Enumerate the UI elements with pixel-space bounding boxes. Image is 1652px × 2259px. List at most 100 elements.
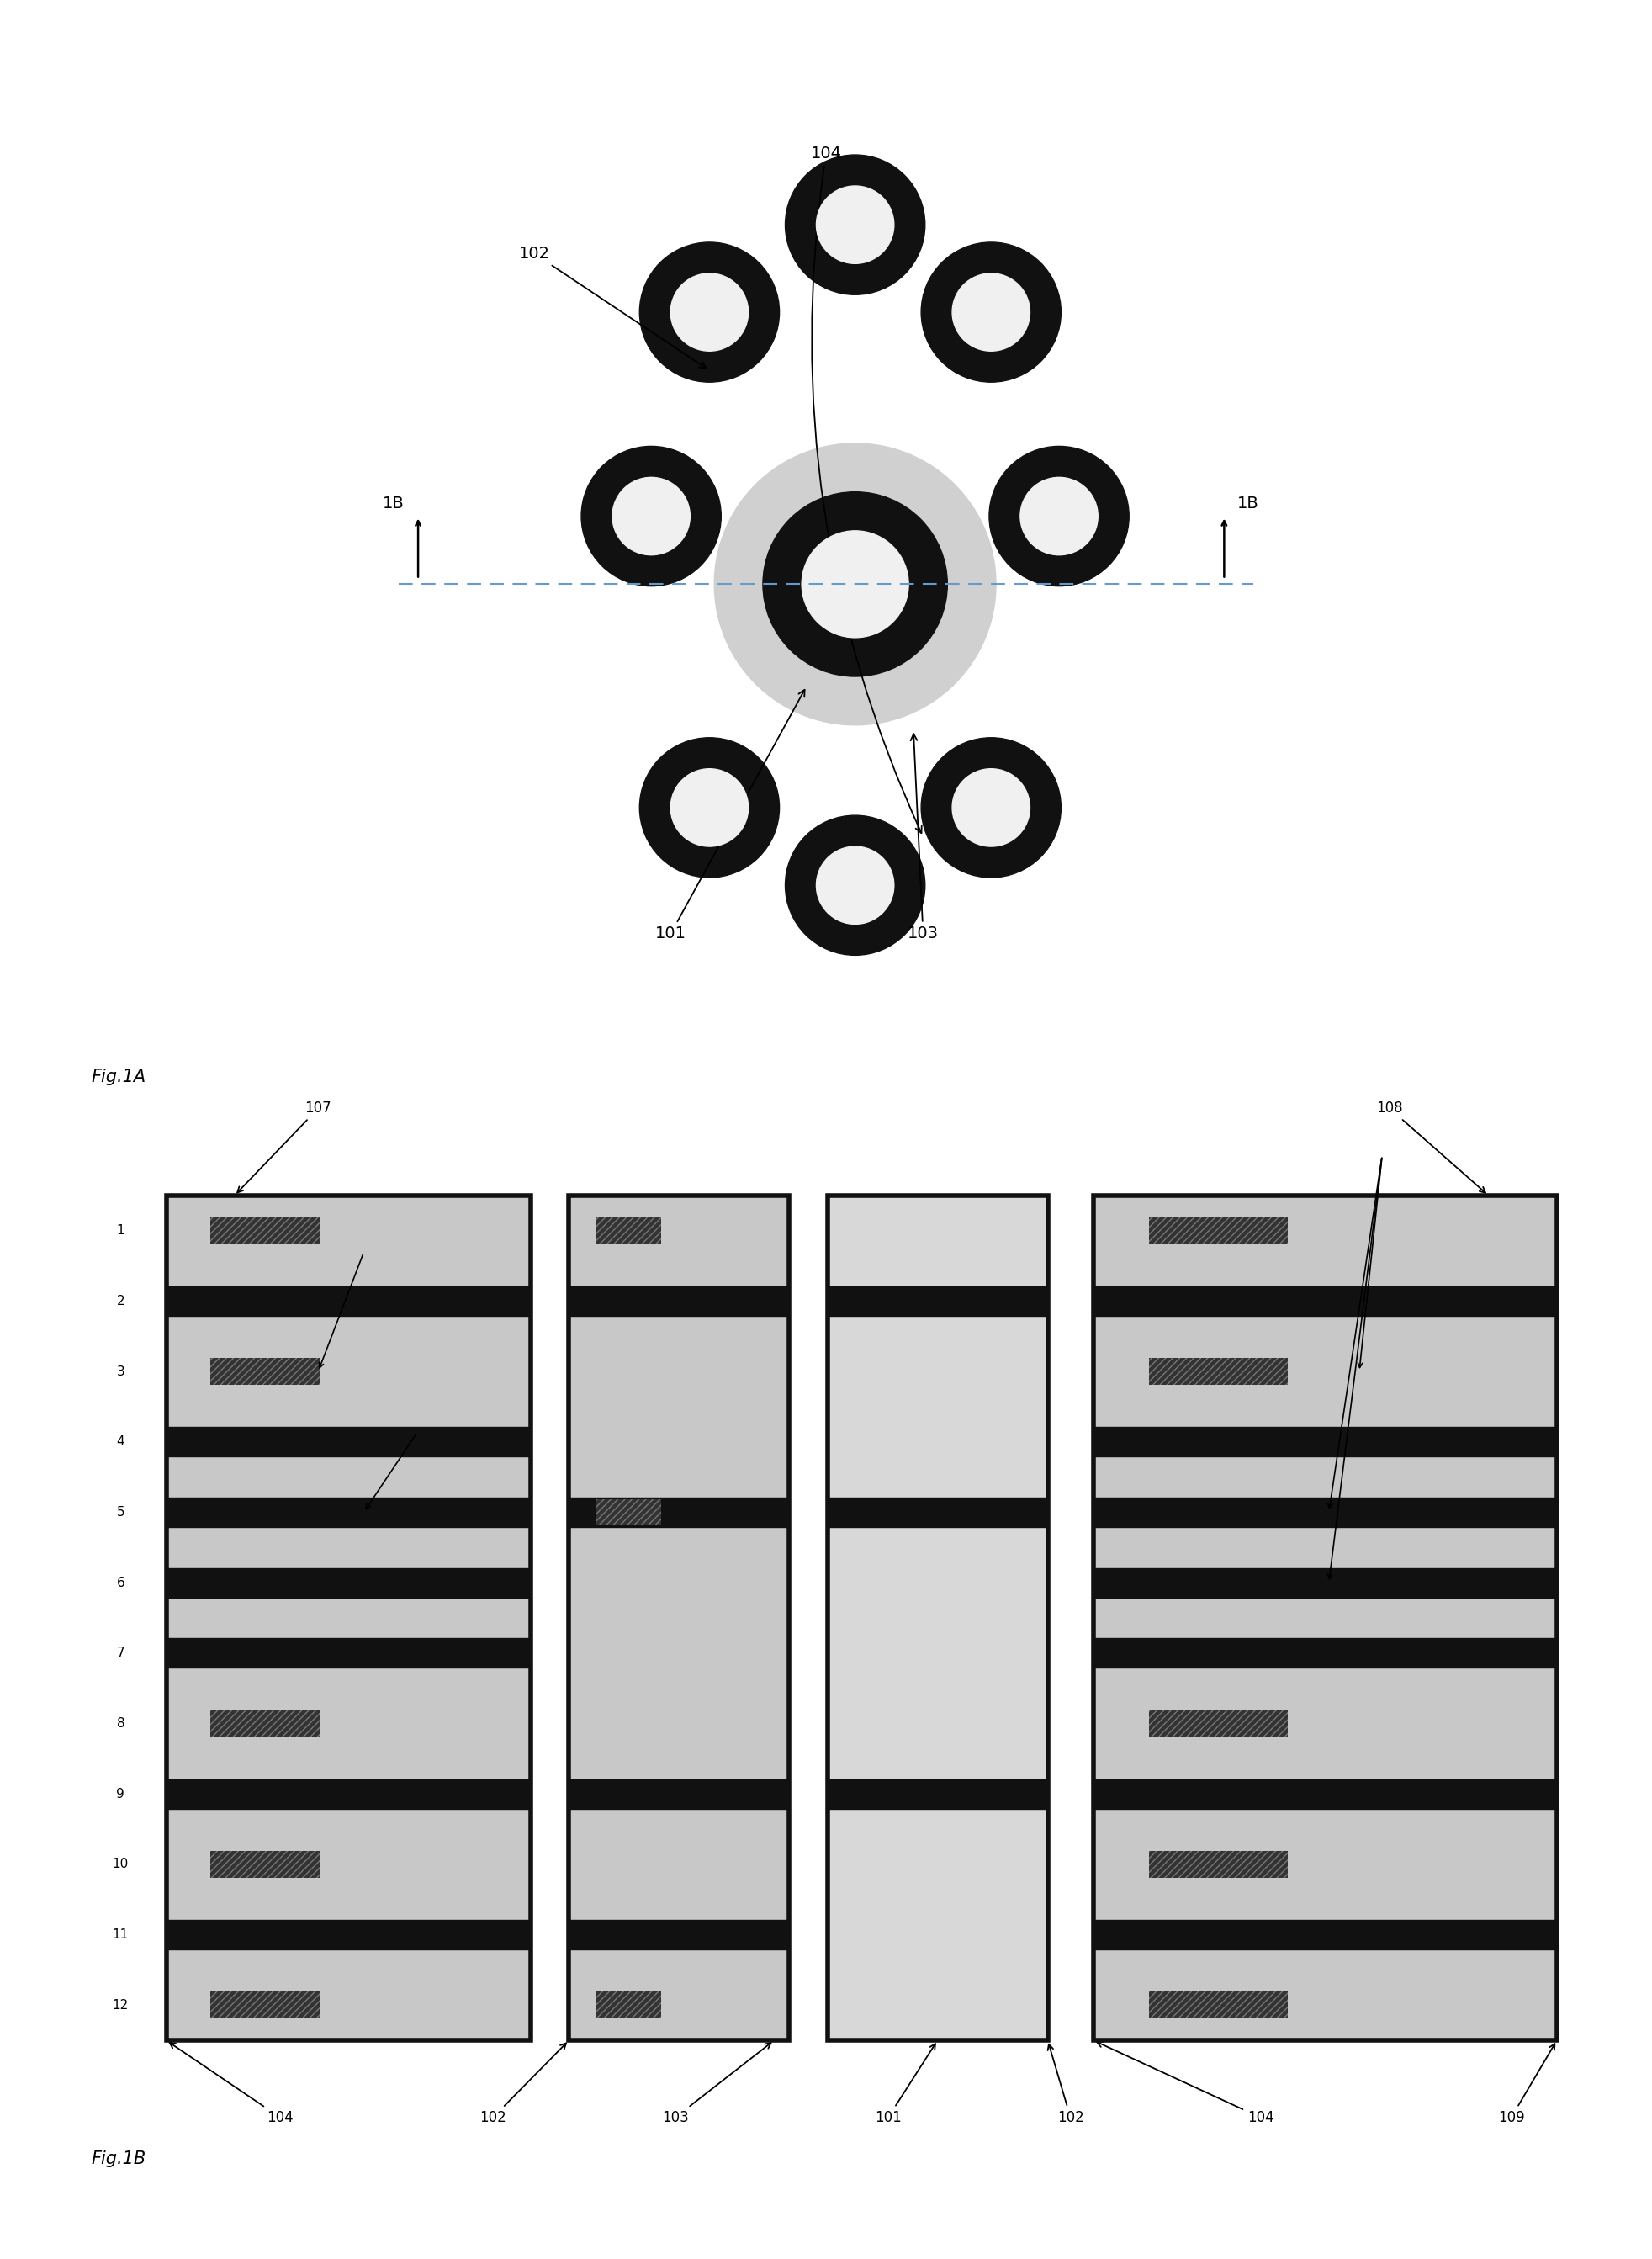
Bar xyxy=(1094,1285,1556,1315)
Bar xyxy=(210,1358,319,1385)
Bar xyxy=(828,1498,1047,1527)
Bar xyxy=(595,1500,661,1525)
Bar xyxy=(210,1710,319,1737)
Text: 1B: 1B xyxy=(383,495,405,511)
Text: 102: 102 xyxy=(479,2042,567,2126)
Bar xyxy=(828,1195,1047,2040)
Text: 101: 101 xyxy=(876,2044,935,2126)
Bar xyxy=(568,1780,790,1809)
Bar xyxy=(1148,1358,1289,1385)
Text: 107: 107 xyxy=(238,1100,332,1193)
Circle shape xyxy=(639,739,780,876)
Circle shape xyxy=(922,242,1061,382)
Circle shape xyxy=(952,768,1029,847)
Circle shape xyxy=(816,847,894,924)
Circle shape xyxy=(763,492,947,675)
Text: 3: 3 xyxy=(117,1364,124,1378)
Bar xyxy=(210,1710,319,1737)
Text: 103: 103 xyxy=(662,2042,771,2126)
Text: 7: 7 xyxy=(117,1647,124,1660)
Text: 1: 1 xyxy=(117,1224,124,1238)
Text: 4: 4 xyxy=(117,1434,124,1448)
Bar xyxy=(167,1498,530,1527)
Circle shape xyxy=(714,443,996,725)
Text: 11: 11 xyxy=(112,1929,129,1940)
Bar xyxy=(1148,1992,1289,2020)
Bar xyxy=(828,1780,1047,1809)
Text: 1B: 1B xyxy=(1237,495,1259,511)
Bar xyxy=(1094,1568,1556,1597)
Circle shape xyxy=(785,815,925,956)
Bar xyxy=(1094,1638,1556,1667)
Bar xyxy=(828,1285,1047,1315)
Bar xyxy=(568,1285,790,1315)
Bar xyxy=(1148,1218,1289,1245)
Bar xyxy=(210,1850,319,1877)
Text: 6: 6 xyxy=(117,1577,124,1588)
Bar xyxy=(1094,1195,1556,2040)
Bar xyxy=(1148,1710,1289,1737)
Bar xyxy=(595,1992,661,2020)
Circle shape xyxy=(785,156,925,294)
Bar xyxy=(167,1285,530,1315)
Bar xyxy=(210,1218,319,1245)
Bar xyxy=(167,1920,530,1950)
Bar xyxy=(595,1218,661,1245)
Bar xyxy=(167,1195,530,2040)
Circle shape xyxy=(801,531,909,637)
Bar xyxy=(167,1780,530,1809)
Bar xyxy=(1148,1710,1289,1737)
Circle shape xyxy=(816,185,894,264)
Bar xyxy=(568,1195,790,2040)
Text: 5: 5 xyxy=(117,1507,124,1518)
Bar xyxy=(1148,1218,1289,1245)
Circle shape xyxy=(922,739,1061,876)
Text: 104: 104 xyxy=(1097,2042,1274,2126)
Bar xyxy=(1094,1920,1556,1950)
Text: Fig.1B: Fig.1B xyxy=(91,2151,145,2166)
Bar xyxy=(167,1568,530,1597)
Bar xyxy=(568,1195,790,2040)
Circle shape xyxy=(613,477,691,556)
Text: 109: 109 xyxy=(1498,2044,1555,2126)
Text: 9: 9 xyxy=(117,1787,124,1800)
Bar xyxy=(167,1638,530,1667)
Bar xyxy=(210,1358,319,1385)
Text: 12: 12 xyxy=(112,1999,129,2011)
Text: 102: 102 xyxy=(1047,2044,1084,2126)
Circle shape xyxy=(1021,477,1099,556)
Text: Fig.1A: Fig.1A xyxy=(91,1069,145,1084)
Text: 8: 8 xyxy=(117,1717,124,1730)
Bar xyxy=(1148,1850,1289,1877)
Bar xyxy=(568,1920,790,1950)
Text: 104: 104 xyxy=(811,145,922,834)
Text: 108: 108 xyxy=(1376,1100,1485,1193)
Circle shape xyxy=(952,273,1029,350)
Bar xyxy=(167,1195,530,2040)
Circle shape xyxy=(671,768,748,847)
Text: 2: 2 xyxy=(117,1294,124,1308)
Bar xyxy=(1148,1358,1289,1385)
Bar xyxy=(210,1992,319,2020)
Bar xyxy=(1094,1498,1556,1527)
Bar xyxy=(210,1992,319,2020)
Circle shape xyxy=(582,447,722,585)
Bar xyxy=(595,1218,661,1245)
Text: 101: 101 xyxy=(656,689,805,942)
Bar xyxy=(1148,1992,1289,2020)
Text: 104: 104 xyxy=(170,2042,294,2126)
Text: 103: 103 xyxy=(907,734,938,942)
Bar xyxy=(210,1218,319,1245)
Bar xyxy=(1094,1428,1556,1457)
Bar xyxy=(595,1992,661,2020)
Bar xyxy=(828,1195,1047,2040)
Bar xyxy=(210,1850,319,1877)
Bar xyxy=(167,1428,530,1457)
Circle shape xyxy=(639,242,780,382)
Bar xyxy=(1148,1850,1289,1877)
Bar xyxy=(1094,1195,1556,2040)
Bar xyxy=(595,1500,661,1525)
Bar xyxy=(1094,1780,1556,1809)
Circle shape xyxy=(990,447,1128,585)
Bar xyxy=(568,1498,790,1527)
